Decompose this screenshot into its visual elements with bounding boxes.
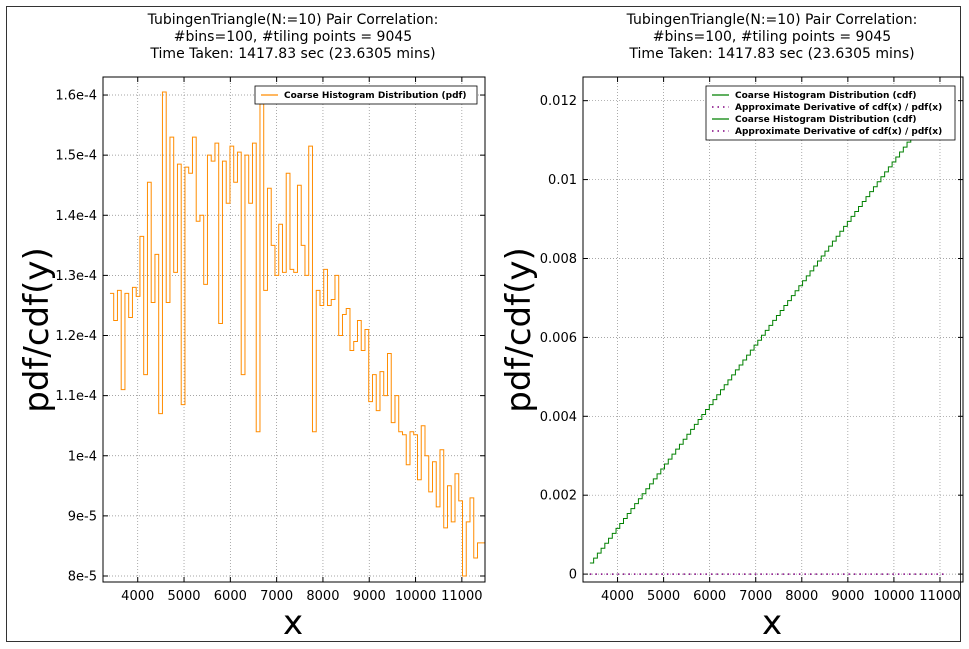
left-legend: Coarse Histogram Distribution (pdf) bbox=[254, 85, 478, 105]
x-tick-label: 6000 bbox=[214, 589, 247, 604]
right-plot-area bbox=[582, 76, 964, 583]
left-legend-box bbox=[254, 85, 478, 105]
right-legend-label-cdf-2: Coarse Histogram Distribution (cdf) bbox=[735, 115, 916, 125]
right-series bbox=[589, 131, 945, 575]
figure-frame bbox=[6, 6, 961, 642]
right-legend-label-cdf-1: Coarse Histogram Distribution (cdf) bbox=[735, 91, 916, 101]
left-time-taken: Time Taken: 1417.83 sec (23.6305 mins) bbox=[149, 46, 435, 62]
right-y-axis-label: pdf/cdf(y) bbox=[499, 247, 539, 412]
y-tick-label: 1.4e-4 bbox=[55, 209, 97, 224]
y-tick-label: 0.002 bbox=[540, 489, 577, 504]
right-subtitle: #bins=100, #tiling points = 9045 bbox=[653, 29, 891, 45]
right-legend-box bbox=[705, 85, 956, 141]
y-tick-label: 0.008 bbox=[540, 252, 577, 267]
y-tick-label: 0 bbox=[569, 568, 577, 583]
left-x-ticks: 4000 5000 6000 7000 8000 9000 10000 11000 bbox=[121, 77, 483, 604]
y-tick-label: 0.004 bbox=[540, 410, 577, 425]
x-tick-label: 5000 bbox=[647, 589, 680, 604]
right-title: TubingenTriangle(N:=10) Pair Correlation… bbox=[626, 12, 918, 28]
right-legend-label-deriv-2: Approximate Derivative of cdf(x) / pdf(x… bbox=[735, 127, 942, 137]
left-y-ticks: 8e-5 9e-5 1e-4 1.1e-4 1.2e-4 1.3e-4 1.4e-4 1.5e… bbox=[55, 89, 485, 584]
left-legend-label-pdf: Coarse Histogram Distribution (pdf) bbox=[284, 91, 467, 101]
right-x-axis-label: x bbox=[762, 603, 782, 643]
right-legend: Coarse Histogram Distribution (cdf) Appr… bbox=[705, 85, 956, 141]
y-tick-label: 0.006 bbox=[540, 331, 577, 346]
right-x-ticks: 4000 5000 6000 7000 8000 9000 10000 11000 bbox=[601, 77, 961, 604]
y-tick-label: 0.01 bbox=[548, 173, 577, 188]
y-tick-label: 1e-4 bbox=[68, 449, 97, 464]
x-tick-label: 7000 bbox=[260, 589, 293, 604]
x-tick-label: 5000 bbox=[167, 589, 200, 604]
right-legend-label-deriv-1: Approximate Derivative of cdf(x) / pdf(x… bbox=[735, 103, 942, 113]
left-y-axis-label: pdf/cdf(y) bbox=[17, 247, 57, 412]
x-tick-label: 10000 bbox=[873, 589, 914, 604]
left-grid bbox=[103, 77, 485, 582]
left-subtitle: #bins=100, #tiling points = 9045 bbox=[174, 29, 412, 45]
x-tick-label: 8000 bbox=[785, 589, 818, 604]
right-y-ticks: 0 0.002 0.004 0.006 0.008 0.01 0.012 bbox=[540, 94, 963, 583]
left-title: TubingenTriangle(N:=10) Pair Correlation… bbox=[147, 12, 439, 28]
right-chart: TubingenTriangle(N:=10) Pair Correlation… bbox=[499, 12, 964, 643]
y-tick-label: 1.1e-4 bbox=[55, 389, 97, 404]
x-tick-label: 6000 bbox=[693, 589, 726, 604]
series-line-pdf bbox=[109, 91, 485, 577]
x-tick-label: 10000 bbox=[395, 589, 436, 604]
x-tick-label: 4000 bbox=[121, 589, 154, 604]
x-tick-label: 9000 bbox=[353, 589, 386, 604]
x-tick-label: 7000 bbox=[739, 589, 772, 604]
y-tick-label: 0.012 bbox=[540, 94, 577, 109]
y-tick-label: 8e-5 bbox=[68, 569, 97, 584]
y-tick-label: 1.3e-4 bbox=[55, 269, 97, 284]
x-tick-label: 9000 bbox=[831, 589, 864, 604]
left-plot-area bbox=[102, 76, 486, 583]
y-tick-label: 9e-5 bbox=[68, 509, 97, 524]
left-series bbox=[109, 91, 485, 577]
x-tick-label: 11000 bbox=[441, 589, 482, 604]
left-x-axis-label: x bbox=[283, 603, 303, 643]
x-tick-label: 8000 bbox=[306, 589, 339, 604]
right-grid bbox=[583, 77, 963, 582]
right-time-taken: Time Taken: 1417.83 sec (23.6305 mins) bbox=[628, 46, 914, 62]
x-tick-label: 11000 bbox=[919, 589, 960, 604]
y-tick-label: 1.6e-4 bbox=[55, 89, 97, 104]
y-tick-label: 1.5e-4 bbox=[55, 149, 97, 164]
y-tick-label: 1.2e-4 bbox=[55, 329, 97, 344]
x-tick-label: 4000 bbox=[601, 589, 634, 604]
left-chart: TubingenTriangle(N:=10) Pair Correlation… bbox=[17, 12, 486, 643]
series-line-cdf bbox=[589, 131, 919, 564]
